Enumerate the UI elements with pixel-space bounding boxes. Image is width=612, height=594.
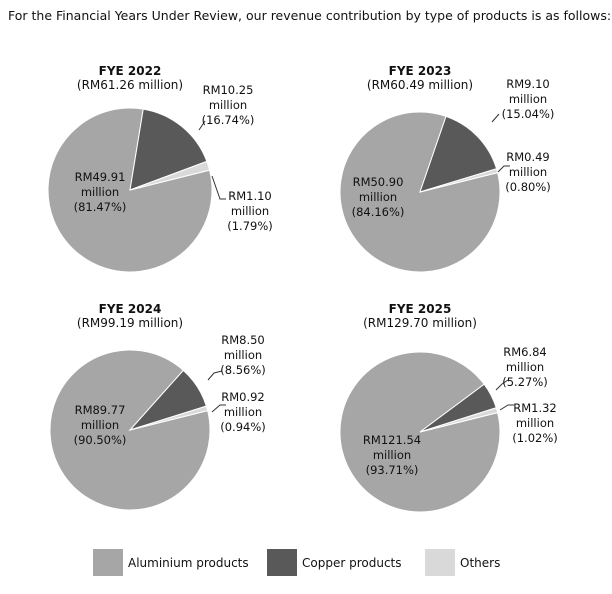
pie-title: FYE 2024 (RM99.19 million) (30, 302, 230, 330)
percent-label: (8.56%) (220, 363, 266, 377)
percent-label: (93.71%) (365, 463, 419, 477)
percent-label: (84.16%) (351, 205, 405, 219)
amount-label: RM89.77 million (74, 403, 126, 432)
slice-label: RM0.92 million (0.94%) (207, 390, 279, 435)
percent-label: (1.79%) (227, 219, 273, 233)
chart-title: FYE 2023 (388, 64, 452, 78)
percent-label: (90.50%) (73, 433, 127, 447)
pie-slice (129, 160, 211, 191)
pie-slice (129, 405, 209, 431)
slice-label: RM89.77 million (90.50%) (64, 403, 136, 448)
percent-label: (0.94%) (220, 420, 266, 434)
amount-label: RM50.90 million (352, 175, 404, 204)
percent-label: (81.47%) (73, 200, 127, 214)
percent-label: (15.04%) (501, 107, 555, 121)
slice-label: RM121.54 million (93.71%) (356, 433, 428, 478)
heading: For the Financial Years Under Review, ou… (8, 8, 612, 23)
percent-label: (16.74%) (201, 113, 255, 127)
leader-line (491, 113, 500, 123)
leader-line (497, 165, 510, 173)
legend-label: Others (460, 556, 501, 570)
amount-label: RM49.91 million (74, 170, 126, 199)
percent-label: (0.80%) (505, 180, 551, 194)
leader-line (495, 379, 509, 391)
amount-label: RM121.54 million (362, 433, 422, 462)
amount-label: RM10.25 million (202, 83, 254, 112)
leader-line (207, 370, 223, 381)
chart-title: FYE 2022 (98, 64, 162, 78)
chart-title: FYE 2024 (98, 302, 162, 316)
percent-label: (5.27%) (502, 375, 548, 389)
slice-label: RM49.91 million (81.47%) (64, 170, 136, 215)
leader-line (499, 404, 514, 411)
slice-label: RM6.84 million (5.27%) (489, 345, 561, 390)
legend-label: Aluminium products (128, 556, 249, 570)
leader-line (211, 404, 226, 413)
slice-label: RM1.32 million (1.02%) (499, 401, 571, 446)
amount-label: RM1.32 million (513, 401, 557, 430)
slice-label: RM9.10 million (15.04%) (492, 77, 564, 122)
pie-title: FYE 2022 (RM61.26 million) (30, 64, 230, 92)
amount-label: RM1.10 million (228, 189, 272, 218)
legend-label: Copper products (302, 556, 402, 570)
slice-label: RM8.50 million (8.56%) (207, 333, 279, 378)
slice-label: RM50.90 million (84.16%) (342, 175, 414, 220)
pie-slice (419, 115, 498, 193)
amount-label: RM0.92 million (221, 390, 265, 419)
chart-subtitle: (RM129.70 million) (363, 316, 477, 330)
leader-line (211, 175, 226, 200)
chart-subtitle: (RM61.26 million) (76, 78, 184, 92)
pie-slice (419, 407, 499, 433)
chart-subtitle: (RM60.49 million) (366, 78, 474, 92)
amount-label: RM6.84 million (503, 345, 547, 374)
legend-swatch (93, 549, 123, 576)
pie-title: FYE 2025 (RM129.70 million) (320, 302, 520, 330)
percent-label: (1.02%) (512, 431, 558, 445)
slice-label: RM0.49 million (0.80%) (492, 150, 564, 195)
legend-swatch (425, 549, 455, 576)
amount-label: RM9.10 million (506, 77, 550, 106)
chart-subtitle: (RM99.19 million) (76, 316, 184, 330)
leader-line (198, 120, 206, 131)
chart-title: FYE 2025 (388, 302, 452, 316)
pie-title: FYE 2023 (RM60.49 million) (320, 64, 520, 92)
pie-slice (419, 168, 499, 193)
legend-swatch (267, 549, 297, 576)
slice-label: RM10.25 million (16.74%) (192, 83, 264, 128)
amount-label: RM0.49 million (506, 150, 550, 179)
pie-slice (129, 108, 208, 191)
slice-label: RM1.10 million (1.79%) (214, 189, 286, 234)
amount-label: RM8.50 million (221, 333, 265, 362)
